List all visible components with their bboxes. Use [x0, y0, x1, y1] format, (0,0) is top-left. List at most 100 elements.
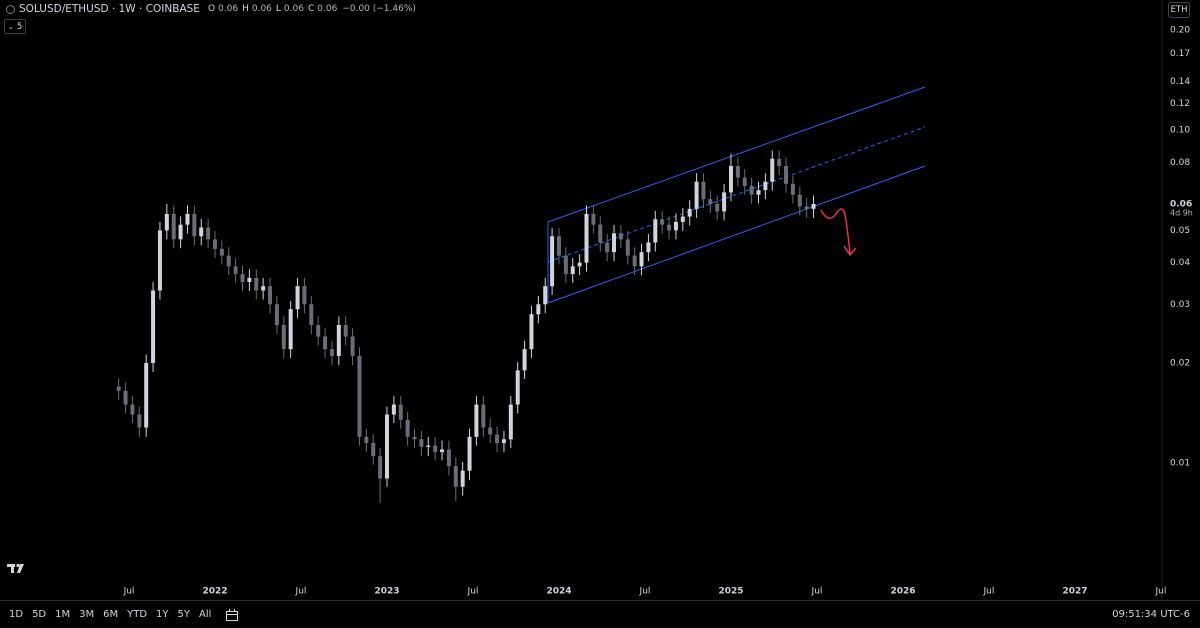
candle-body [474, 404, 479, 437]
candle-body [598, 224, 603, 243]
candle-body [680, 216, 685, 222]
x-tick-label: Jul [1155, 587, 1167, 597]
candle-body [735, 166, 740, 178]
candle-body [268, 286, 273, 305]
candle-body [336, 324, 341, 356]
candle-body [151, 290, 156, 363]
range-button[interactable]: 3M [79, 609, 95, 620]
range-button[interactable]: All [199, 609, 212, 620]
candle-body [646, 242, 651, 253]
candle-body [274, 304, 279, 325]
candle-body [433, 445, 438, 453]
candle-body [405, 419, 410, 437]
candle-body [715, 203, 720, 212]
candle-body [460, 470, 465, 487]
date-range-icon[interactable] [225, 608, 239, 622]
ohlc-value: 0.06 [218, 4, 239, 14]
candle-body [206, 227, 211, 240]
candle-body [701, 181, 706, 200]
x-tick-label: Jul [983, 587, 995, 597]
bottom-toolbar: 1D 5D 1M 3M 6M YTD 1Y 5Y All 09:51:34 UTC-6 [0, 600, 1200, 628]
currency-button[interactable]: ETH [1168, 2, 1190, 18]
y-tick-label: 0.03 [1170, 300, 1190, 310]
symbol-title[interactable]: SOLUSD/ETHUSD · 1W · COINBASE [19, 3, 200, 15]
chart: 0.01 0.02 0.03 0.04 0.05 0.08 0.10 0.12 0.14 0.17… [7, 0, 1193, 600]
candle-body [199, 227, 204, 237]
range-button[interactable]: 5D [32, 609, 47, 620]
candle-body [254, 277, 259, 291]
channel-lower [547, 165, 926, 304]
candle-body [591, 213, 596, 225]
candle-body [384, 414, 389, 479]
candle-body [770, 158, 775, 182]
indicators-toggle[interactable]: ⌄ 5 [4, 19, 27, 34]
candle-body [728, 166, 733, 193]
candle-body [749, 185, 754, 195]
ohlc-label: C [307, 4, 315, 14]
symbol-header: SOLUSD/ETHUSD · 1W · COINBASE O 0.06 H 0.06… [6, 3, 416, 15]
range-button[interactable]: 5Y [177, 609, 191, 620]
price-change: −0.00 (−1.46%) [342, 4, 416, 14]
ohlc-value: 0.06 [251, 4, 272, 14]
x-tick-label: 2025 [718, 587, 743, 597]
candle-body [515, 370, 520, 405]
candle-body [694, 181, 699, 209]
candle-body [357, 355, 362, 437]
x-tick-label: Jul [639, 587, 651, 597]
candle-body [784, 166, 789, 184]
candle-body [240, 273, 245, 282]
candle-body [605, 242, 610, 253]
candle-body [398, 404, 403, 420]
candle-body [550, 236, 555, 287]
candle-body [577, 262, 582, 267]
candle-body [660, 219, 665, 225]
last-price-label: 0.06 [1170, 199, 1192, 209]
range-buttons: 1D 5D 1M 3M 6M YTD 1Y 5Y All [9, 609, 211, 620]
range-button[interactable]: 6M [103, 609, 119, 620]
range-button[interactable]: YTD [127, 609, 148, 620]
x-tick-label: 2023 [374, 587, 399, 597]
channel-upper [547, 86, 926, 223]
candle-body [247, 277, 252, 282]
candle-body [378, 456, 383, 479]
candle-body [453, 466, 458, 487]
candle-body [536, 304, 541, 315]
candle-body [625, 239, 630, 256]
y-tick-label: 0.20 [1170, 25, 1190, 35]
candle-body [164, 213, 169, 231]
candle-body [763, 181, 768, 191]
tv-logo [7, 563, 24, 573]
candle-body [419, 439, 424, 447]
indicator-count: 5 [16, 21, 23, 32]
range-button[interactable]: 1Y [156, 609, 169, 620]
candle-body [570, 266, 575, 274]
clock: 09:51:34 UTC-6 [1112, 609, 1190, 620]
candles [116, 150, 816, 503]
candle-body [584, 213, 589, 263]
candle-body [556, 236, 561, 256]
x-tick-label: 2027 [1062, 587, 1087, 597]
x-tick-label: 2026 [890, 587, 915, 597]
ohlc-value: 0.06 [317, 4, 338, 14]
x-tick-label: 2022 [202, 587, 227, 597]
x-tick-label: 2024 [546, 587, 571, 597]
candle-body [226, 255, 231, 267]
candle-body [639, 252, 644, 267]
candle-body [116, 386, 121, 391]
candle-body [777, 158, 782, 167]
candle-body [467, 436, 472, 471]
candle-body [563, 255, 568, 274]
candle-body [316, 324, 321, 337]
candle-body [261, 286, 266, 291]
candle-body [618, 233, 623, 240]
ohlc-values: O 0.06 H 0.06 L 0.06 C 0.06 [208, 4, 338, 14]
range-button[interactable]: 1D [9, 609, 24, 620]
range-button[interactable]: 1M [55, 609, 71, 620]
x-tick-label: Jul [295, 587, 307, 597]
candle-body [522, 349, 527, 371]
candle-body [137, 414, 142, 428]
x-tick-label: Jul [467, 587, 479, 597]
candle-body [612, 233, 617, 253]
candle-body [219, 248, 224, 256]
